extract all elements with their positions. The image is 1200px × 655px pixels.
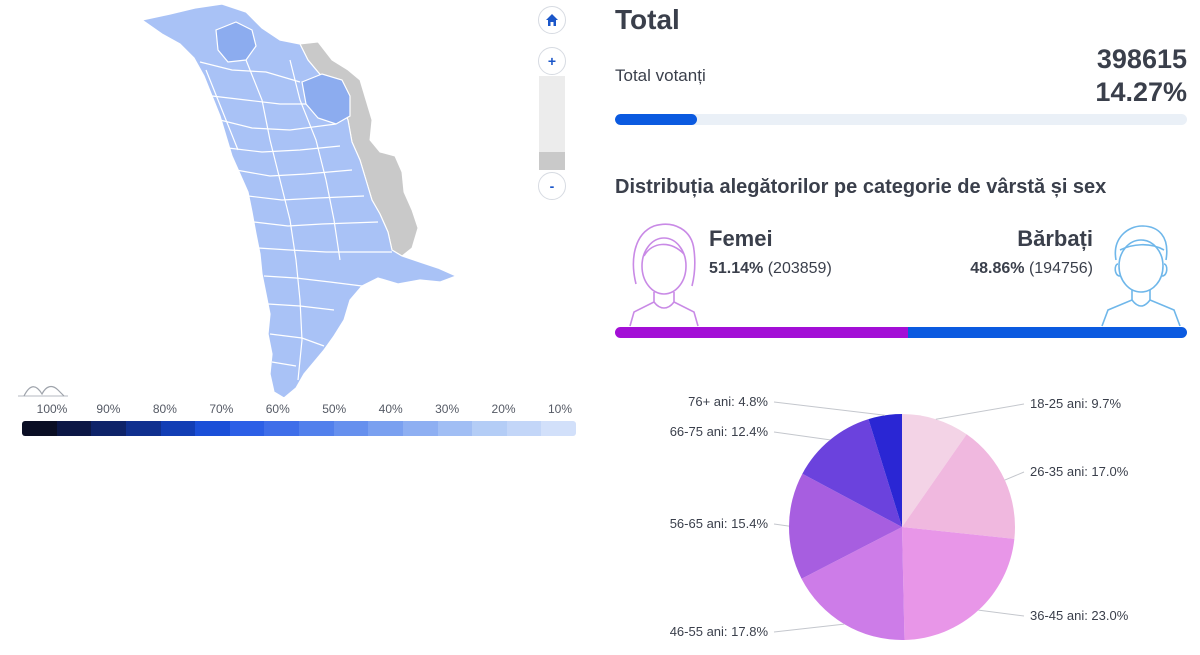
pie-connector [773,523,790,527]
map-region-highlight-east[interactable] [301,73,351,125]
legend-label: 10% [547,402,573,416]
male-count: (194756) [1028,260,1093,277]
pie-label: 26-35 ani: 17.0% [1030,464,1129,479]
pie-label: 76+ ani: 4.8% [688,394,768,409]
pie-slice[interactable] [868,414,902,527]
female-count: (203859) [767,260,832,277]
pie-slice[interactable] [802,419,902,527]
moldova-map[interactable] [0,0,600,400]
legend-distribution-icon [18,385,68,397]
gender-split-male [907,327,1187,338]
female-label: Femei [709,226,773,251]
home-icon [546,14,558,26]
legend-color-cell [264,421,299,436]
legend-color-cell [437,421,473,436]
stats-panel: Total Total votanți 398615 14.27% Distri… [600,0,1200,655]
male-stats: 48.86% (194756) [970,260,1093,278]
map-region-highlight-north[interactable] [215,21,257,63]
female-avatar-icon [629,223,699,327]
pie-slice[interactable] [902,414,967,527]
map-area: + - 100% 90% 80% 70% 60% 50% 40% 30% 20% 10% [0,0,600,436]
turnout-progress-bar [615,114,1187,125]
pie-slice[interactable] [902,434,1015,539]
legend-color-cell [402,421,438,436]
pie-connector [978,609,1025,617]
legend-label: 30% [435,402,460,416]
pie-connector [935,403,1025,420]
legend-color-cell [333,421,369,436]
pie-label: 18-25 ani: 9.7% [1030,396,1122,411]
district-borders [199,59,392,381]
gender-split-female [615,327,908,338]
turnout-progress-fill [615,114,697,125]
zoom-slider[interactable] [539,76,565,170]
legend-color-cell [22,421,57,436]
map-region-main[interactable] [140,3,458,399]
pie-label: 56-65 ani: 15.4% [670,516,769,531]
legend-label: 40% [378,402,403,416]
legend-color-cell [195,421,230,436]
female-stats: 51.14% (203859) [709,260,832,278]
voters-count: 398615 [1096,44,1187,74]
female-pct: 51.14% [709,260,764,277]
legend-color-cell [299,421,334,436]
pie-label: 46-55 ani: 17.8% [670,624,769,639]
distribution-title: Distribuția alegătorilor pe categorie de… [615,176,1107,198]
pie-labels: 18-25 ani: 9.7% 26-35 ani: 17.0% 36-45 ani… [670,394,1129,639]
pie-connector [773,623,845,633]
pie-connector [773,431,831,441]
legend-label: 100% [36,402,68,416]
legend-label: 60% [265,402,290,416]
legend-label: 90% [96,402,121,416]
legend-color-cell [368,421,403,436]
legend-color-cell [160,421,196,436]
legend-color-scale [22,421,576,436]
voters-label: Total votanți [615,66,706,85]
pie-connector [1004,471,1025,481]
legend-label: 70% [209,402,234,416]
pie-slice[interactable] [789,473,902,579]
voters-percentage: 14.27% [1095,77,1187,107]
pie-connector [773,401,886,416]
legend-label: 80% [152,402,177,416]
legend-color-cell [91,421,126,436]
legend-color-cell [125,421,161,436]
pie-label: 66-75 ani: 12.4% [670,424,769,439]
legend-labels: 100% 90% 80% 70% 60% 50% 40% 30% 20% 10% [24,402,576,418]
age-pie-chart[interactable]: 18-25 ani: 9.7% 26-35 ani: 17.0% 36-45 ani… [600,380,1200,655]
legend-color-cell [541,421,576,436]
legend-label: 50% [322,402,347,416]
zoom-slider-thumb[interactable] [539,152,565,170]
pie-connectors [773,401,1025,633]
pie-label: 36-45 ani: 23.0% [1030,608,1129,623]
pie-slice[interactable] [902,527,1015,640]
male-pct: 48.86% [970,260,1025,277]
gender-split-bar [615,327,1187,338]
zoom-in-button[interactable]: + [538,47,566,75]
pie-slices [789,414,1015,640]
panel-title: Total [615,4,680,35]
legend-color-cell [229,421,265,436]
pie-slice[interactable] [801,527,905,640]
legend-color-cell [56,421,92,436]
zoom-home-button[interactable] [538,6,566,34]
legend-label: 20% [491,402,516,416]
legend-color-cell [506,421,542,436]
male-label: Bărbați [1017,226,1093,251]
male-avatar-icon [1101,225,1181,327]
legend-color-cell [472,421,507,436]
zoom-out-button[interactable]: - [538,172,566,200]
